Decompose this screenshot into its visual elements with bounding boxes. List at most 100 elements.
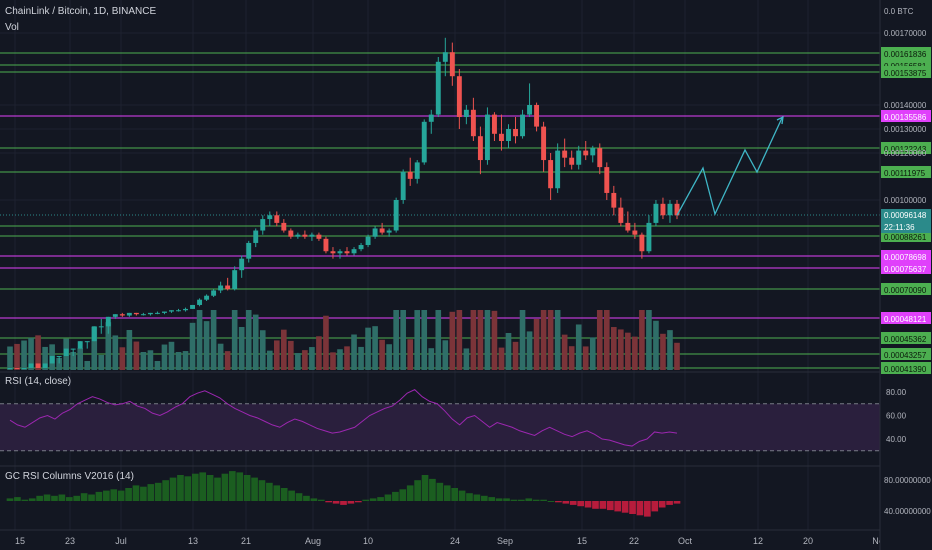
gc-rsi-columns-pane: [0, 465, 880, 517]
candlesticks[interactable]: [7, 37, 680, 369]
candle: [183, 307, 188, 312]
candle: [211, 289, 217, 298]
candle-body: [21, 368, 27, 369]
volume-bar: [442, 340, 449, 370]
volume-bar: [140, 352, 147, 370]
gc-column: [636, 501, 644, 516]
volume-bar: [603, 310, 610, 370]
candle: [112, 314, 118, 319]
gc-column: [384, 494, 392, 501]
projection-path: [676, 115, 784, 216]
candle-body: [204, 295, 210, 300]
gc-column: [258, 480, 266, 501]
volume-bar: [28, 337, 34, 370]
volume-bar: [70, 352, 76, 370]
gc-column: [592, 501, 599, 509]
candle-body: [625, 222, 631, 231]
volume-bar: [414, 310, 421, 370]
time-tick-label: 20: [803, 536, 813, 546]
candle-body: [639, 234, 645, 252]
volume-bar: [147, 350, 154, 370]
candle-body: [337, 251, 343, 254]
gc-column: [399, 489, 407, 501]
volume-bar: [252, 314, 259, 370]
gc-column: [651, 501, 659, 512]
gc-column: [532, 499, 540, 501]
time-tick-label: Jul: [115, 536, 127, 546]
rsi-tick-label: 40.00: [886, 435, 907, 444]
projection-arrowhead: [776, 115, 784, 125]
gc-column: [503, 498, 510, 501]
volume-bar: [281, 329, 287, 370]
gc-column: [429, 478, 436, 501]
countdown-label: 22:11:36: [884, 223, 915, 232]
time-tick-label: 22: [629, 536, 639, 546]
candle: [506, 124, 511, 149]
candle-body: [246, 242, 252, 259]
gc-column: [103, 490, 110, 501]
candle: [162, 311, 167, 315]
candle-body: [407, 171, 413, 179]
rsi-pane: [0, 371, 880, 452]
candle: [330, 247, 336, 259]
time-tick-label: 13: [188, 536, 198, 546]
volume-bar: [14, 343, 20, 370]
gc-column: [88, 494, 95, 501]
price-tick-label: 0.00170000: [884, 29, 927, 38]
volume-bar: [449, 311, 456, 370]
candle-body: [253, 230, 259, 243]
gc-column: [251, 477, 258, 501]
gc-column: [510, 499, 518, 501]
candle-body: [541, 126, 547, 161]
candle-body: [176, 310, 181, 312]
volume-bar: [126, 330, 133, 370]
volume-bar: [168, 341, 175, 370]
gc-column: [58, 494, 66, 501]
candle-body: [400, 171, 406, 200]
gc-column: [377, 497, 384, 501]
candle: [119, 312, 125, 317]
candle: [639, 232, 645, 259]
volume-bar: [674, 342, 680, 370]
volume-bar: [105, 322, 112, 370]
candle: [428, 109, 434, 134]
candle: [456, 69, 462, 129]
gc-column: [228, 471, 236, 501]
candle: [491, 112, 497, 141]
candle-body: [576, 150, 582, 165]
volume-bar: [639, 310, 645, 370]
candle: [477, 126, 483, 175]
gc-column: [614, 501, 622, 512]
gc-column: [14, 497, 21, 501]
candle-body: [140, 314, 146, 316]
price-axis[interactable]: 0.001618360.001565810.001538750.00135586…: [879, 0, 932, 550]
gc-column: [555, 501, 562, 503]
gc-column: [488, 497, 496, 501]
volume-bar: [407, 339, 414, 370]
gc-column: [629, 501, 636, 514]
gc-column: [110, 489, 118, 501]
volume-bar: [196, 310, 203, 370]
level-tag: [881, 166, 931, 178]
price-tick-label: 0.00120000: [884, 149, 927, 158]
candle-body: [442, 52, 448, 62]
gc-column: [117, 490, 125, 501]
volume-bar: [498, 347, 505, 370]
time-axis[interactable]: 15 23 Jul 13 21 Aug 10 24 Sep 15 22 Oct 12 20 No: [0, 529, 932, 546]
gc-column: [443, 485, 451, 501]
candle: [84, 341, 90, 349]
candle: [260, 215, 266, 235]
level-tag-label: 0.00070090: [884, 286, 927, 295]
volume-bar: [273, 340, 280, 370]
volume-bar: [316, 336, 322, 370]
volume-bar: [561, 334, 568, 370]
candle: [204, 294, 210, 301]
candle-body: [463, 109, 469, 117]
volume-bar: [554, 310, 561, 370]
candle-body: [169, 310, 174, 312]
candle: [646, 215, 652, 254]
gc-column: [569, 501, 577, 505]
candle-body: [555, 150, 561, 189]
volume-bar: [618, 329, 624, 370]
